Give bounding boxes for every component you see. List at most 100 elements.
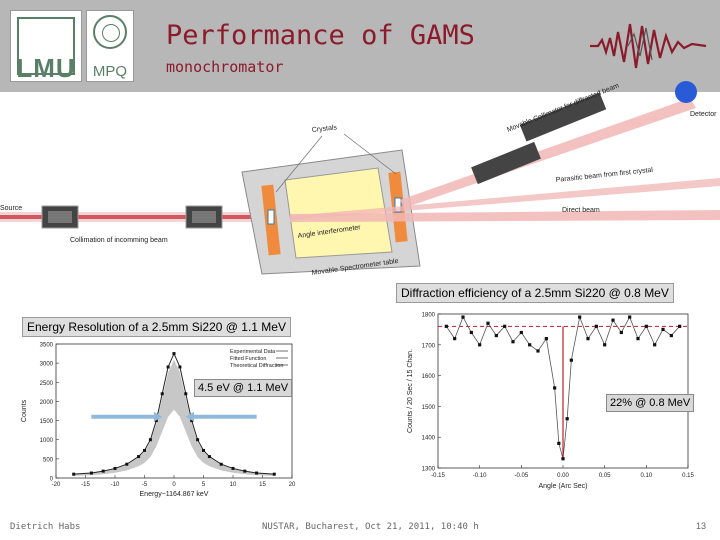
data-point [611, 318, 615, 322]
mpq-logo: MPQ [86, 10, 134, 82]
data-point [569, 358, 573, 362]
y-tick-label: 0 [50, 477, 54, 483]
label-detector: Detector [690, 111, 717, 118]
diffracted-collimator [519, 92, 607, 142]
data-point [561, 457, 565, 461]
x-tick-label: -0.10 [473, 473, 487, 479]
y-tick-label: 1500 [422, 405, 436, 411]
theoretical-diffraction-band [73, 359, 275, 476]
data-point [172, 352, 176, 356]
y-tick-label: 1300 [422, 467, 436, 473]
data-point [678, 324, 682, 328]
x-tick-label: -10 [111, 482, 120, 488]
legend-entry: Fitted Function [230, 356, 266, 362]
data-point [148, 438, 152, 442]
diffraction-caption: Diffraction efficiency of a 2.5mm Si220 … [396, 283, 674, 303]
data-point [207, 455, 211, 459]
data-point [653, 343, 657, 347]
x-tick-label: -0.15 [431, 473, 445, 479]
data-point [178, 365, 182, 369]
label-crystals: Crystals [311, 124, 337, 134]
x-tick-label: 15 [259, 482, 266, 488]
data-point [154, 419, 158, 423]
x-tick-label: -15 [81, 482, 90, 488]
label-source: Source [0, 205, 22, 212]
x-tick-label: 0.15 [682, 473, 694, 479]
data-point [113, 466, 117, 470]
data-point [196, 438, 200, 442]
x-tick-label: -0.05 [514, 473, 528, 479]
data-point [461, 315, 465, 319]
data-point [486, 321, 490, 325]
mpq-seal-icon [93, 15, 127, 49]
data-point [644, 324, 648, 328]
data-point [125, 462, 129, 466]
y-tick-label: 2500 [40, 381, 54, 387]
data-point [636, 337, 640, 341]
y-tick-label: 1500 [40, 419, 54, 425]
parasitic-collimator [471, 141, 541, 185]
x-tick-label: 0.10 [640, 473, 652, 479]
detector-icon [675, 81, 697, 103]
y-tick-label: 1600 [422, 374, 436, 380]
wave-logo-icon [590, 23, 707, 69]
data-point [469, 330, 473, 335]
experiment-diagram: Source Collimation of incomming beam Cry… [0, 81, 720, 277]
y-tick-label: 3500 [40, 343, 54, 349]
data-point [89, 471, 93, 475]
direct-beam [290, 210, 720, 222]
y-tick-label: 1400 [422, 436, 436, 442]
data-point [143, 448, 146, 452]
data-point [160, 392, 164, 396]
data-point [453, 337, 457, 341]
x-tick-label: -20 [52, 482, 61, 488]
data-point [619, 330, 623, 335]
arrowhead-right-icon [185, 411, 195, 422]
data-point [184, 392, 188, 396]
label-collimation: Collimation of incomming beam [70, 237, 168, 244]
x-tick-label: 20 [289, 482, 296, 488]
data-point [137, 455, 141, 459]
data-point [603, 343, 607, 347]
data-point [511, 340, 515, 344]
x-tick-label: -5 [142, 482, 148, 488]
diffracted-beam [400, 98, 696, 208]
y-tick-label: 2000 [40, 400, 54, 406]
legend-entry: Experimental Data [230, 349, 276, 355]
label-direct: Direct beam [562, 207, 600, 214]
data-point [494, 333, 498, 338]
energy-resolution-chart: 0 500 1000 1500 2000 2500 3000 3500 -20 -15 -10 -5 0… [21, 343, 296, 499]
data-point [536, 349, 540, 353]
data-point [594, 324, 598, 328]
header-banner: LMU MPQ Performance of GAMS monochromato… [0, 0, 720, 92]
arrowhead-left-icon [153, 411, 163, 422]
data-point [202, 448, 205, 452]
page-title: Performance of GAMS [166, 20, 475, 51]
data-point [578, 315, 582, 319]
page-subtitle: monochromator [166, 58, 284, 76]
data-point [565, 417, 569, 421]
data-point [101, 469, 105, 473]
lmu-logo-text: LMU [16, 53, 76, 83]
data-point [444, 324, 448, 328]
data-point [272, 472, 276, 476]
footer-author: Dietrich Habs [10, 522, 81, 532]
data-point [219, 462, 223, 466]
lmu-logo: LMU [10, 10, 82, 83]
y-axis-label: Counts [21, 399, 28, 422]
data-point [503, 324, 507, 328]
diffraction-efficiency-chart: 1300 1400 1500 1600 1700 1800 -0.15 -0.10 -0.05 0… [407, 313, 694, 491]
data-point [519, 330, 523, 335]
data-point [243, 469, 247, 473]
y-tick-label: 1800 [422, 313, 436, 319]
x-tick-label: 5 [202, 482, 206, 488]
data-point [255, 471, 259, 475]
data-point [669, 333, 673, 338]
data-point [586, 337, 590, 341]
page-number: 13 [696, 521, 707, 531]
x-axis-label: Energy−1164.867 keV [140, 491, 209, 498]
energy-caption: Energy Resolution of a 2.5mm Si220 @ 1.1… [22, 317, 291, 337]
data-point [553, 386, 557, 390]
data-point [557, 441, 561, 445]
data-point [528, 343, 532, 347]
